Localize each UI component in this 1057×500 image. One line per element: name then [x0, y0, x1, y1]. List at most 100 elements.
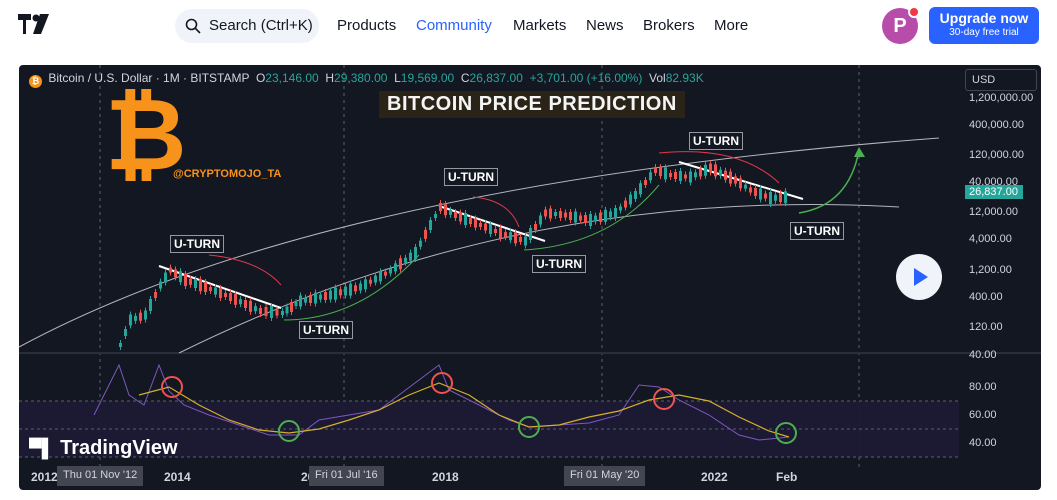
chart-container[interactable]: ₿ Bitcoin / U.S. Dollar · 1M · BITSTAMP … [19, 65, 1041, 490]
candle-body [174, 269, 177, 278]
open-value: 23,146.00 [265, 71, 319, 85]
currency-selector[interactable]: USD [965, 69, 1037, 91]
nav-news[interactable]: News [586, 17, 624, 34]
rsi-line [93, 363, 790, 441]
candle-body [334, 287, 337, 300]
candle-body [294, 302, 298, 306]
candle-body [404, 257, 407, 263]
candle-body [674, 172, 677, 179]
price-axis-label: 40.00 [969, 349, 997, 361]
time-axis-tooltip: Fri 01 May '20 [564, 466, 646, 486]
candle-body [624, 200, 627, 208]
candle-body [614, 208, 617, 218]
volume-value: 82.93K [665, 71, 704, 85]
candle-body [469, 218, 472, 224]
candle-body [119, 343, 122, 347]
candle-body [204, 282, 207, 292]
candle-body [419, 240, 422, 247]
rsi-axis-label: 80.00 [969, 381, 997, 393]
candle-body [499, 227, 502, 239]
candle-body [194, 279, 197, 288]
candle-body [254, 306, 257, 312]
time-axis-label: 2014 [164, 470, 191, 484]
candle-body [679, 171, 682, 181]
price-axis-label: 1,200.00 [969, 264, 1012, 276]
candle-body [249, 300, 252, 312]
rsi-ma-line [138, 382, 790, 438]
candle-body [154, 292, 157, 298]
nav-brokers[interactable]: Brokers [643, 17, 695, 34]
candle-body [275, 309, 279, 316]
search-icon [185, 18, 201, 39]
low-value: 19,569.00 [400, 71, 455, 85]
upgrade-button[interactable]: Upgrade now 30-day free trial [929, 7, 1039, 44]
candle-body [649, 172, 652, 181]
last-price-tag: 26,837.00 [965, 185, 1023, 199]
change-value: +3,701.00 (+16.00%) [529, 71, 643, 85]
candle-body [644, 180, 647, 185]
high-value: 29,380.00 [334, 71, 388, 85]
bitcoin-icon: ₿ [29, 75, 42, 88]
candle-body [344, 286, 347, 296]
rsi-axis-label: 40.00 [969, 437, 997, 449]
time-axis-label: 2022 [701, 470, 728, 484]
candle-body [519, 236, 522, 242]
candle-body [669, 173, 672, 177]
uturn-label: U-TURN [444, 168, 498, 186]
candle-body [299, 295, 302, 307]
candle-body [184, 274, 187, 286]
candle-body [569, 212, 572, 220]
candle-body [459, 212, 462, 222]
search-bar[interactable]: Search (Ctrl+K) [175, 9, 319, 43]
time-axis-label: 2018 [432, 470, 459, 484]
candle-body [659, 167, 662, 177]
candle-body [149, 299, 152, 311]
chart-canvas[interactable] [19, 65, 1041, 490]
candle-body [684, 174, 687, 179]
candle-body [779, 193, 782, 202]
candle-body [724, 170, 727, 180]
replay-play-button[interactable] [896, 254, 942, 300]
nav-more[interactable]: More [714, 17, 749, 34]
bitcoin-logo-icon: ₿ [105, 79, 187, 191]
candle-body [654, 167, 657, 173]
uturn-label: U-TURN [299, 321, 353, 339]
candle-body [454, 212, 457, 218]
candle-body [464, 213, 467, 225]
candle-body [484, 223, 487, 231]
candle-body [594, 215, 597, 222]
candle-body [219, 288, 222, 298]
top-navbar: Search (Ctrl+K) Products Community Marke… [0, 0, 1057, 60]
candle-body [359, 283, 362, 291]
candle-body [714, 164, 717, 177]
candle-body [209, 287, 212, 291]
nav-markets[interactable]: Markets [513, 17, 567, 34]
candle-body [290, 302, 293, 312]
candle-body [609, 211, 612, 218]
candle-body [259, 308, 262, 314]
upgrade-label: Upgrade now [939, 10, 1029, 26]
candle-body [554, 212, 557, 216]
time-axis-label: 2012 [31, 470, 58, 484]
candle-body [599, 212, 602, 222]
price-axis-label: 1,200,000.00 [969, 92, 1034, 104]
tradingview-watermark: ▀▌ TradingView [29, 437, 178, 459]
candle-body [774, 194, 777, 201]
candle-body [429, 220, 432, 230]
upgrade-sublabel: 30-day free trial [949, 27, 1019, 38]
candle-body [494, 229, 497, 233]
nav-community[interactable]: Community [416, 17, 492, 34]
rsi-axis-label: 60.00 [969, 409, 997, 421]
candle-body [704, 164, 707, 176]
candle-body [629, 194, 632, 205]
candle-body [229, 293, 232, 301]
time-axis-tooltip: Fri 01 Jul '16 [309, 466, 384, 486]
user-avatar[interactable]: P [882, 6, 920, 44]
tradingview-logo-icon[interactable] [18, 14, 52, 39]
candle-body [444, 204, 447, 216]
symbol-legend[interactable]: ₿ Bitcoin / U.S. Dollar · 1M · BITSTAMP … [29, 71, 704, 88]
nav-products[interactable]: Products [337, 17, 397, 34]
price-axis-label: 400.00 [969, 291, 1003, 303]
candle-body [179, 271, 182, 283]
candle-body [584, 215, 587, 223]
